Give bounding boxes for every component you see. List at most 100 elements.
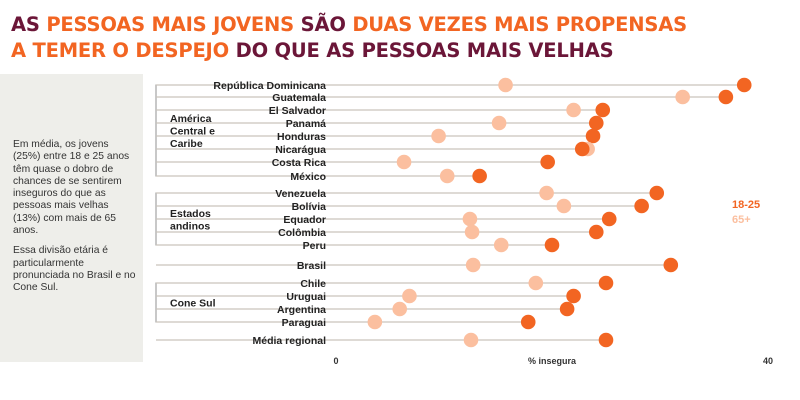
- dot-65-plus: [556, 198, 572, 214]
- legend-item-old: 65+: [732, 214, 751, 226]
- category-label: Nicarágua: [275, 144, 326, 156]
- dot-65-plus: [396, 154, 412, 170]
- category-label: Colômbia: [278, 227, 326, 239]
- row-equador: Equador: [156, 211, 617, 227]
- category-label: México: [290, 171, 326, 183]
- x-tick-40: 40: [763, 356, 773, 366]
- dot-65-plus: [392, 301, 408, 317]
- sidebar-paragraph-2: Essa divisão etária é particularmente pr…: [13, 245, 136, 294]
- row-media-regional: Média regional: [156, 332, 614, 348]
- dot-18-25: [574, 141, 590, 157]
- group-label-line: Central e: [170, 126, 215, 138]
- dot-65-plus: [493, 237, 509, 253]
- dot-18-25: [566, 288, 581, 304]
- dot-18-25: [718, 89, 734, 105]
- group-label-line: Estados: [170, 208, 211, 220]
- dot-18-25: [588, 224, 604, 240]
- title-line-1-part-1: AS: [11, 13, 47, 36]
- dot-65-plus: [498, 77, 513, 93]
- dot-65-plus: [367, 314, 383, 330]
- category-label: Bolívia: [292, 201, 327, 213]
- dot-18-25: [649, 185, 665, 201]
- dot-18-25: [588, 115, 604, 131]
- group-label-line: Cone Sul: [170, 298, 216, 310]
- row-bolivia: Bolívia: [156, 198, 649, 214]
- x-tick-0: 0: [333, 356, 338, 366]
- row-uruguai: Uruguai: [156, 288, 581, 304]
- dot-65-plus: [539, 185, 554, 201]
- dot-18-25: [544, 237, 560, 253]
- dot-65-plus: [675, 89, 690, 105]
- title-line-1: AS PESSOAS MAIS JOVENS SÃO DUAS VEZES MA…: [11, 12, 791, 38]
- title-line-1-part-2: PESSOAS MAIS JOVENS: [46, 13, 295, 36]
- row-colombia: Colômbia: [156, 224, 604, 240]
- row-argentina: Argentina: [156, 301, 575, 317]
- x-axis-label: % insegura: [528, 356, 577, 366]
- group-3: Cone Sul: [155, 282, 216, 323]
- category-label: Venezuela: [275, 188, 326, 200]
- category-label: República Dominicana: [213, 80, 326, 92]
- dot-18-25: [736, 77, 752, 93]
- group-bracket: [155, 282, 163, 323]
- category-label: Equador: [283, 214, 326, 226]
- category-label: Argentina: [277, 304, 326, 316]
- dot-18-25: [472, 168, 487, 184]
- group-label-line: andinos: [170, 220, 210, 232]
- dot-18-25: [598, 332, 614, 348]
- category-label: Panamá: [286, 118, 326, 130]
- row-brasil: Brasil: [156, 257, 679, 273]
- dot-18-25: [601, 211, 617, 227]
- category-label: Uruguai: [286, 291, 326, 303]
- row-mexico: México: [156, 168, 487, 184]
- row-honduras: Honduras: [156, 128, 601, 144]
- dot-65-plus: [464, 224, 480, 240]
- legend-item-young: 18-25: [732, 199, 760, 211]
- row-nicaragua: Nicarágua: [156, 141, 595, 157]
- category-label: Média regional: [252, 335, 326, 347]
- dot-65-plus: [462, 211, 478, 227]
- dot-18-25: [559, 301, 575, 317]
- legend: 18-25 65+: [732, 199, 760, 226]
- dot-18-25: [585, 128, 601, 144]
- dot-18-25: [520, 314, 536, 330]
- row-costa-rica: Costa Rica: [156, 154, 555, 170]
- row-paraguai: Paraguai: [156, 314, 536, 330]
- sidebar-note: Em média, os jovens (25%) entre 18 e 25 …: [0, 74, 143, 362]
- category-label: Honduras: [277, 131, 326, 143]
- category-label: Guatemala: [272, 92, 326, 104]
- row-guatemala: Guatemala: [156, 89, 734, 105]
- title-line-1-part-3: SÃO: [294, 13, 353, 36]
- dot-65-plus: [463, 332, 479, 348]
- row-peru: Peru: [156, 237, 560, 253]
- title-line-2-part-1: A TEMER O DESPEJO: [11, 39, 229, 62]
- dot-18-25: [598, 275, 614, 291]
- dot-18-25: [663, 257, 679, 273]
- chart-title: AS PESSOAS MAIS JOVENS SÃO DUAS VEZES MA…: [11, 12, 791, 64]
- category-label: Paraguai: [282, 317, 326, 329]
- dot-65-plus: [528, 275, 544, 291]
- dot-65-plus: [431, 128, 446, 144]
- dot-65-plus: [566, 102, 581, 118]
- dot-18-25: [540, 154, 555, 170]
- category-label: Peru: [303, 240, 326, 252]
- dot-18-25: [595, 102, 611, 118]
- category-label: Costa Rica: [272, 157, 326, 169]
- dot-65-plus: [439, 168, 455, 184]
- dot-65-plus: [465, 257, 481, 273]
- group-label-line: América: [170, 113, 212, 125]
- category-label: El Salvador: [269, 105, 326, 117]
- row-venezuela: Venezuela: [156, 185, 665, 201]
- category-label: Brasil: [297, 260, 326, 272]
- row-chile: Chile: [156, 275, 614, 291]
- dot-65-plus: [491, 115, 507, 131]
- x-axis: 0 % insegura 40: [333, 356, 773, 366]
- title-line-2-part-2: DO QUE AS PESSOAS MAIS VELHAS: [229, 39, 614, 62]
- group-label-line: Caribe: [170, 138, 203, 150]
- dot-18-25: [634, 198, 649, 214]
- row-republica-dominicana: República Dominicana: [156, 77, 752, 93]
- row-panama: Panamá: [156, 115, 604, 131]
- title-line-2: A TEMER O DESPEJO DO QUE AS PESSOAS MAIS…: [11, 38, 791, 64]
